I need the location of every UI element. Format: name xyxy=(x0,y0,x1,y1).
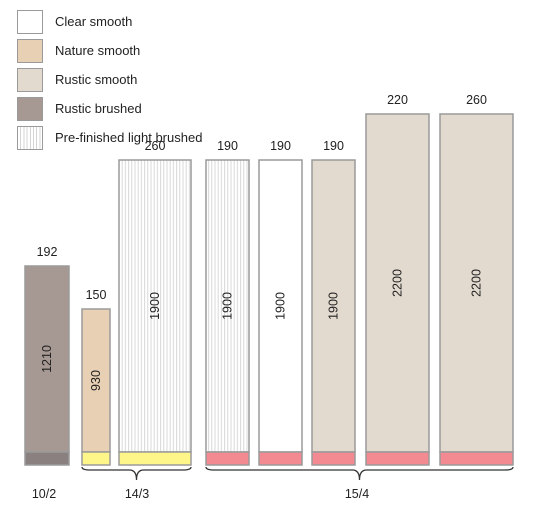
plank-width-label: 190 xyxy=(323,139,344,153)
plank-body xyxy=(439,113,514,453)
plank-body xyxy=(258,159,303,453)
plank-base xyxy=(205,451,250,466)
swatch-clear-smooth xyxy=(17,10,43,34)
plank: 260 2200 xyxy=(439,93,514,466)
plank-base xyxy=(118,451,192,466)
swatch-prefinished-light-brushed xyxy=(17,126,43,150)
swatch-rustic-smooth xyxy=(17,68,43,92)
legend-item-clear-smooth: Clear smooth xyxy=(17,10,277,34)
plank-width-label: 190 xyxy=(270,139,291,153)
plank: 260 1900 xyxy=(118,139,192,466)
plank-width-label: 190 xyxy=(217,139,238,153)
plank-base xyxy=(439,451,514,466)
swatch-rustic-brushed xyxy=(17,97,43,121)
plank-body xyxy=(205,159,250,453)
legend-label: Clear smooth xyxy=(55,14,133,29)
plank-length-label: 2200 xyxy=(391,269,405,297)
plank-length-label: 1900 xyxy=(327,292,341,320)
plank-base xyxy=(24,451,70,466)
legend-item-rustic-brushed: Rustic brushed xyxy=(17,97,277,121)
plank-base xyxy=(81,451,111,466)
plank-length-label: 1900 xyxy=(274,292,288,320)
plank-length-label: 1900 xyxy=(221,292,235,320)
group-brace xyxy=(81,466,192,481)
groups-layer: 10/2 14/3 15/4 xyxy=(32,466,514,501)
plank-base xyxy=(311,451,356,466)
planks-layer: 1921210150930260190019019001901900190190… xyxy=(24,93,514,466)
group-label: 14/3 xyxy=(125,487,149,501)
plank-length-label: 2200 xyxy=(470,269,484,297)
legend-label: Pre-finished light brushed xyxy=(55,130,203,145)
plank-body xyxy=(118,159,192,453)
plank-length-label: 1210 xyxy=(40,345,54,373)
group-brace xyxy=(205,466,514,481)
plank-width-label: 192 xyxy=(37,245,58,259)
plank: 192 1210 xyxy=(24,245,70,466)
group-label: 10/2 xyxy=(32,487,56,501)
plank-base xyxy=(365,451,430,466)
plank-length-label: 930 xyxy=(89,370,103,391)
plank-width-label: 260 xyxy=(145,139,166,153)
plank-length-label: 1900 xyxy=(148,292,162,320)
plank-width-label: 150 xyxy=(86,288,107,302)
plank: 150 930 xyxy=(81,288,111,466)
plank-width-label: 220 xyxy=(387,93,408,107)
group-label: 15/4 xyxy=(345,487,369,501)
legend-label: Nature smooth xyxy=(55,43,141,58)
plank-body xyxy=(24,265,70,453)
plank-base xyxy=(258,451,303,466)
legend-item-rustic-smooth: Rustic smooth xyxy=(17,68,277,92)
plank-width-label: 260 xyxy=(466,93,487,107)
legend-item-prefinished-light-brushed: Pre-finished light brushed xyxy=(17,126,277,150)
plank-body xyxy=(311,159,356,453)
plank: 190 1900 xyxy=(205,139,250,466)
swatch-nature-smooth xyxy=(17,39,43,63)
legend-item-nature-smooth: Nature smooth xyxy=(17,39,277,63)
plank-body xyxy=(81,308,111,453)
plank: 220 2200 xyxy=(365,93,430,466)
legend-label: Rustic smooth xyxy=(55,72,138,87)
plank: 190 1900 xyxy=(311,139,356,466)
plank: 190 1900 xyxy=(258,139,303,466)
legend-label: Rustic brushed xyxy=(55,101,142,116)
